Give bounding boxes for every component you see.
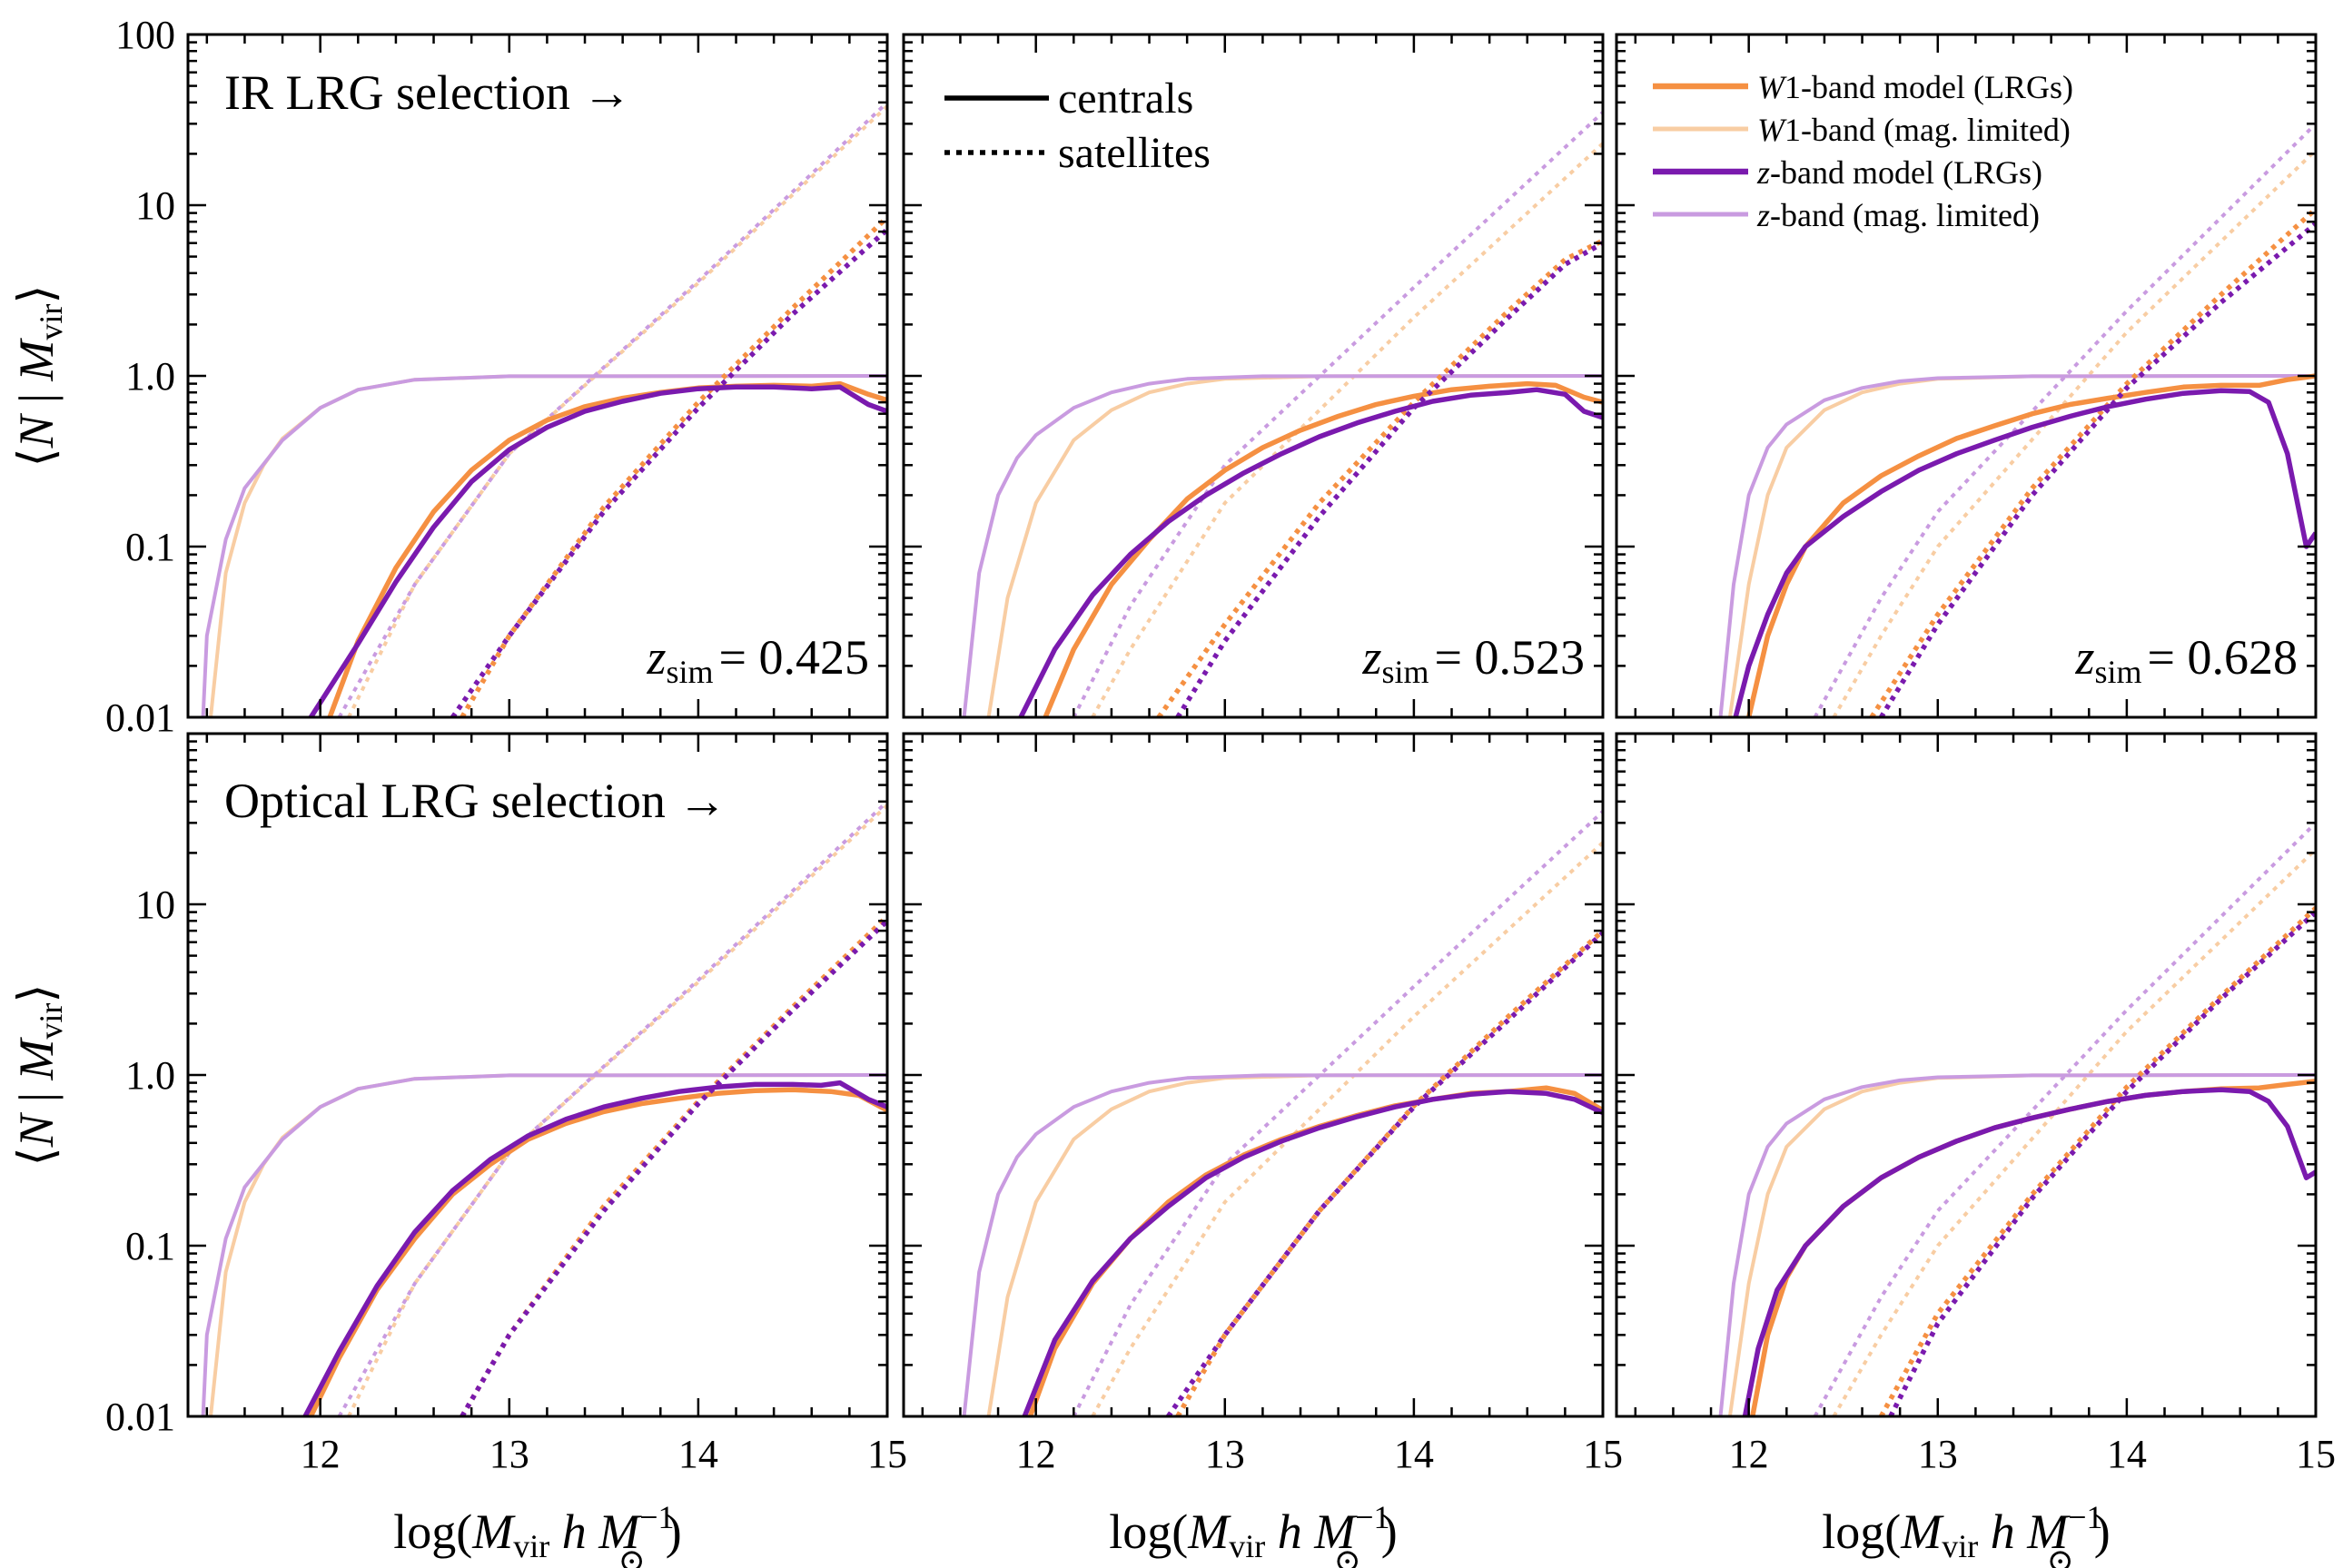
row-label-1: Optical LRG selection → [224,774,727,828]
w1-centrals-line [1043,380,1603,717]
z-centrals-line [1733,388,2316,717]
x-tick-label: 12 [1016,1432,1056,1476]
zm-satellites-line [1813,122,2316,717]
redshift-label: zsim = 0.425 [647,630,870,690]
series-group [201,800,887,1416]
series-group [201,101,887,717]
z-satellites-line [450,227,887,717]
w1m-satellites-line [1832,148,2316,717]
panel-r1-c0: 0.01 0.1 1.0 10 12 13 14 15 log(Mvir h M−1 ⊙) ⟨N |… [9,732,907,1568]
x-tick-label: 14 [1394,1432,1434,1476]
x-tick-label: 15 [2296,1432,2336,1476]
legend-w1-label: W1-band model (LRGs) [1757,69,2073,105]
x-tick-label: 12 [1729,1432,1769,1476]
legend-w1m-label: W1-band (mag. limited) [1757,112,2071,148]
z-centrals-line [1018,387,1603,717]
zm-centrals-line [201,374,887,717]
w1-satellites-line [1878,906,2316,1416]
w1m-satellites-line [1832,847,2316,1416]
legend-centrals-label: centrals [1058,74,1193,123]
w1-satellites-line [460,914,887,1416]
w1m-satellites-line [1091,142,1603,717]
w1-satellites-line [1869,207,2316,717]
x-axis-title: log(Mvir h M−1 ⊙) [1109,1499,1397,1568]
x-tick-label: 13 [1205,1432,1245,1476]
y-tick-label: 100 [115,13,175,57]
panel-r0-c1: zsim = 0.523 [902,33,1605,719]
w1m-satellites-line [1091,841,1603,1416]
y-tick-label: 0.01 [105,695,175,740]
x-tick-label: 14 [2107,1432,2147,1476]
x-tick-label: 13 [489,1432,529,1476]
z-centrals-line [302,1080,887,1416]
zm-satellites-line [1813,821,2316,1416]
z-centrals-line [1022,1089,1603,1416]
w1-satellites-line [460,215,887,717]
legend-zm-label: z-band (mag. limited) [1756,197,2040,233]
x-tick-label: 15 [1583,1432,1623,1476]
legend-z-label: z-band model (LRGs) [1756,154,2042,191]
y-tick-label: 1.0 [125,354,175,399]
x-tick-label: 15 [867,1432,907,1476]
x-axis-title: log(Mvir h M−1 ⊙) [1822,1499,2110,1568]
w1-satellites-line [1175,929,1603,1416]
w1-satellites-line [1156,238,1603,717]
panels-layer: 0.01 0.1 1.0 10 100 ⟨N | Mvir⟩ zsim = 0.425 zsim… [9,13,2336,1568]
y-axis-title: ⟨N | Mvir⟩ [9,285,69,468]
series-group [1718,122,2316,717]
z-centrals-line [308,384,887,717]
z-satellites-line [1879,222,2316,717]
zm-centrals-line [962,374,1603,717]
z-satellites-line [460,919,887,1416]
y-tick-label: 0.1 [125,525,175,569]
x-axis-title: log(Mvir h M−1 ⊙) [393,1499,681,1568]
series-group [1718,821,2316,1416]
y-tick-label: 0.1 [125,1224,175,1268]
w1-centrals-line [308,1087,887,1416]
z-centrals-line [1742,1087,2316,1416]
panel-r0-c2: zsim = 0.628 [1615,33,2318,719]
zm-centrals-line [201,1073,887,1416]
zm-satellites-line [1072,111,1603,717]
zm-centrals-line [962,1073,1603,1416]
legend-satellites-label: satellites [1058,129,1211,177]
series-group [962,111,1603,717]
z-satellites-line [1888,910,2316,1416]
panel-r0-c0: 0.01 0.1 1.0 10 100 ⟨N | Mvir⟩ zsim = 0.425 [9,13,889,740]
y-tick-label: 0.01 [105,1395,175,1439]
x-tick-label: 13 [1918,1432,1958,1476]
y-tick-label: 1.0 [125,1053,175,1098]
w1m-satellites-line [347,104,887,717]
y-tick-label: 10 [135,883,175,927]
panel-r1-c1: 12 13 14 15 log(Mvir h M−1 ⊙) [902,732,1623,1568]
z-satellites-line [1166,931,1603,1416]
redshift-label: zsim = 0.523 [1362,630,1586,690]
w1m-centrals-line [1727,1073,2316,1416]
zm-satellites-line [337,101,887,717]
x-tick-label: 12 [301,1432,341,1476]
panel-r1-c2: 12 13 14 15 log(Mvir h M−1 ⊙) [1615,732,2336,1568]
series-group [962,810,1603,1416]
x-tick-label: 14 [678,1432,718,1476]
zm-centrals-line [1718,374,2316,717]
y-tick-label: 10 [135,183,175,228]
row-label-0: IR LRG selection → [224,65,631,120]
redshift-label: zsim = 0.628 [2075,630,2299,690]
w1-centrals-line [327,380,887,717]
zm-satellites-line [1072,810,1603,1416]
y-axis-title: ⟨N | Mvir⟩ [9,984,69,1167]
labels-layer: IR LRG selection → Optical LRG selection … [224,65,2073,828]
zm-centrals-line [1718,1073,2316,1416]
w1-centrals-line [1750,1079,2316,1416]
